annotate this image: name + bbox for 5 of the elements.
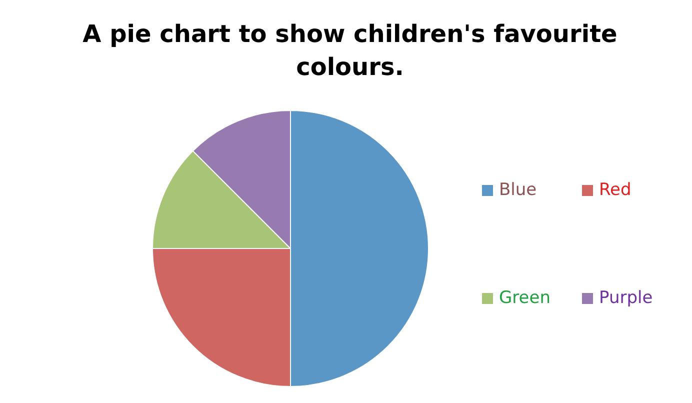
legend-label: Purple	[599, 288, 653, 308]
legend-label: Red	[599, 180, 632, 200]
legend-label: Blue	[499, 180, 537, 200]
chart-title: A pie chart to show children's favourite colours.	[82, 19, 618, 83]
legend-label: Green	[499, 288, 550, 308]
